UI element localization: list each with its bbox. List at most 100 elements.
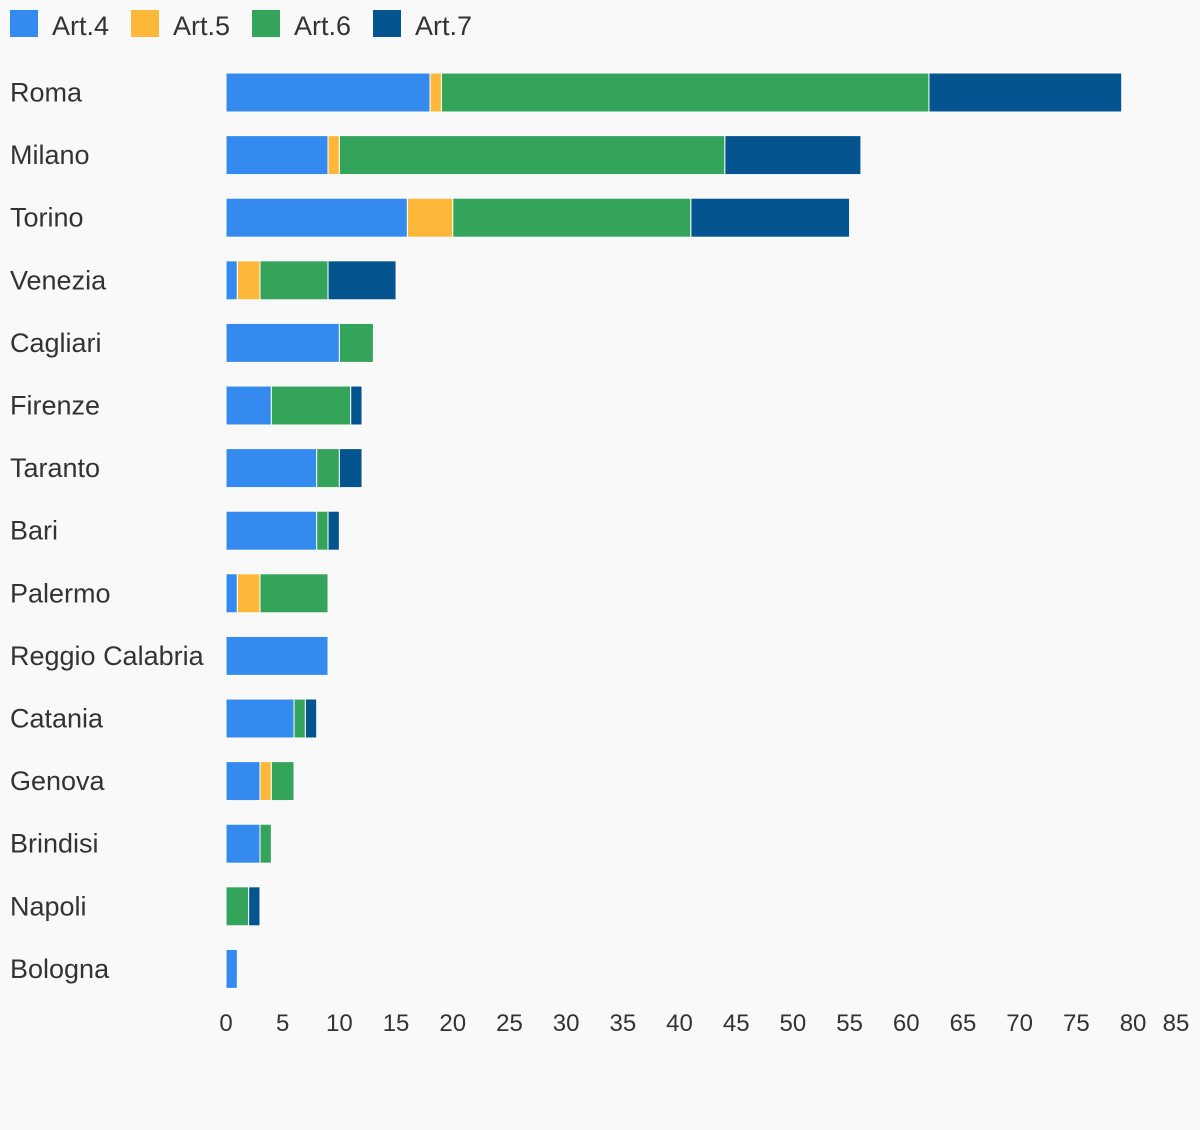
bar-segment-firenze-art-7[interactable] (350, 385, 363, 426)
x-tick-label: 0 (219, 1010, 232, 1037)
x-tick-label: 70 (1006, 1010, 1033, 1037)
category-label-venezia: Venezia (10, 265, 107, 295)
bar-segment-bologna-art-4[interactable] (225, 948, 238, 989)
bar-segment-palermo-art-4[interactable] (225, 573, 238, 614)
legend-item-art-5[interactable]: Art.5 (131, 10, 230, 41)
bar-group-palermo (225, 573, 329, 614)
legend-label-art-7: Art.7 (415, 11, 472, 41)
x-tick-label: 15 (383, 1010, 410, 1037)
bar-segment-brindisi-art-6[interactable] (259, 823, 272, 864)
x-tick-label: 75 (1063, 1010, 1090, 1037)
x-tick-label: 20 (439, 1010, 466, 1037)
bar-segment-firenze-art-6[interactable] (270, 385, 352, 426)
legend-item-art-4[interactable]: Art.4 (10, 10, 109, 41)
bar-segment-roma-art-4[interactable] (225, 72, 431, 113)
bar-segment-taranto-art-6[interactable] (316, 448, 340, 489)
bar-segment-torino-art-4[interactable] (225, 197, 408, 238)
legend-swatch-art-4 (10, 10, 38, 37)
bar-segment-venezia-art-5[interactable] (236, 260, 261, 301)
x-tick-label: 80 (1120, 1010, 1147, 1037)
category-label-bologna: Bologna (10, 954, 110, 984)
bar-group-napoli (225, 886, 261, 927)
bar-segment-napoli-art-6[interactable] (225, 886, 250, 927)
bar-segment-palermo-art-5[interactable] (236, 573, 261, 614)
x-tick-label: 40 (666, 1010, 693, 1037)
x-tick-label: 85 (1163, 1010, 1190, 1037)
bar-segment-brindisi-art-4[interactable] (225, 823, 261, 864)
x-tick-label: 55 (836, 1010, 863, 1037)
legend: Art.4 Art.5 Art.6 Art.7 (10, 10, 472, 41)
bar-segment-genova-art-4[interactable] (225, 761, 261, 802)
x-tick-label: 60 (893, 1010, 920, 1037)
bar-segment-milano-art-6[interactable] (338, 135, 726, 176)
bar-segment-bari-art-4[interactable] (225, 510, 318, 551)
bar-group-reggio-calabria (225, 635, 329, 676)
bar-group-catania (225, 698, 318, 739)
bar-segment-taranto-art-4[interactable] (225, 448, 318, 489)
x-tick-label: 5 (276, 1010, 289, 1037)
bar-segment-catania-art-4[interactable] (225, 698, 295, 739)
x-tick-label: 35 (609, 1010, 636, 1037)
bar-group-milano (225, 135, 862, 176)
bar-segment-venezia-art-4[interactable] (225, 260, 238, 301)
bar-segment-catania-art-7[interactable] (304, 698, 318, 739)
bar-segment-bari-art-7[interactable] (327, 510, 340, 551)
bar-segment-torino-art-6[interactable] (452, 197, 692, 238)
legend-label-art-5: Art.5 (173, 11, 230, 41)
category-label-taranto: Taranto (10, 453, 100, 483)
bar-segment-napoli-art-7[interactable] (248, 886, 261, 927)
bar-segment-roma-art-5[interactable] (429, 72, 442, 113)
bar-segment-cagliari-art-4[interactable] (225, 322, 340, 363)
bar-group-taranto (225, 448, 363, 489)
bar-segment-milano-art-7[interactable] (724, 135, 862, 176)
x-tick-label: 25 (496, 1010, 523, 1037)
bar-segment-cagliari-art-6[interactable] (338, 322, 374, 363)
bar-segment-milano-art-4[interactable] (225, 135, 329, 176)
bar-group-genova (225, 761, 295, 802)
x-tick-label: 45 (723, 1010, 750, 1037)
bar-segment-torino-art-5[interactable] (406, 197, 454, 238)
bar-segment-bari-art-6[interactable] (316, 510, 329, 551)
bar-segment-torino-art-7[interactable] (690, 197, 851, 238)
bar-segment-catania-art-6[interactable] (293, 698, 306, 739)
category-label-cagliari: Cagliari (10, 328, 102, 358)
legend-swatch-art-7 (373, 10, 401, 37)
category-axis: Roma Milano Torino Venezia Cagliari Firenze Ta… (10, 78, 205, 984)
bar-segment-genova-art-6[interactable] (270, 761, 295, 802)
legend-swatch-art-6 (252, 10, 280, 37)
legend-label-art-6: Art.6 (294, 11, 351, 41)
category-label-catania: Catania (10, 704, 104, 734)
bar-group-bologna (225, 948, 238, 989)
bar-group-venezia (225, 260, 397, 301)
legend-item-art-6[interactable]: Art.6 (252, 10, 351, 41)
legend-swatch-art-5 (131, 10, 159, 37)
bar-group-brindisi (225, 823, 272, 864)
bar-segment-reggio-calabria-art-4[interactable] (225, 635, 329, 676)
x-tick-label: 50 (780, 1010, 807, 1037)
bar-group-bari (225, 510, 340, 551)
bar-segment-palermo-art-6[interactable] (259, 573, 329, 614)
bar-segment-roma-art-7[interactable] (928, 72, 1123, 113)
value-axis: 0 5 10 15 20 25 30 35 40 45 50 55 60 65 70 75 80 85 (219, 1010, 1189, 1037)
category-label-genova: Genova (10, 766, 106, 796)
legend-item-art-7[interactable]: Art.7 (373, 10, 472, 41)
bar-segment-milano-art-5[interactable] (327, 135, 340, 176)
bar-segment-venezia-art-6[interactable] (259, 260, 329, 301)
category-label-roma: Roma (10, 78, 83, 108)
category-label-bari: Bari (10, 516, 58, 546)
category-label-reggio-calabria: Reggio Calabria (10, 641, 205, 671)
bar-segment-firenze-art-4[interactable] (225, 385, 272, 426)
bar-segment-venezia-art-7[interactable] (327, 260, 397, 301)
bar-segment-roma-art-6[interactable] (440, 72, 930, 113)
category-label-milano: Milano (10, 140, 90, 170)
x-tick-label: 30 (553, 1010, 580, 1037)
bar-segment-taranto-art-7[interactable] (338, 448, 363, 489)
bar-segment-genova-art-5[interactable] (259, 761, 272, 802)
bar-group-torino (225, 197, 851, 238)
x-tick-label: 65 (950, 1010, 977, 1037)
bar-group-cagliari (225, 322, 374, 363)
legend-label-art-4: Art.4 (52, 11, 109, 41)
category-label-torino: Torino (10, 203, 84, 233)
bar-group-roma (225, 72, 1123, 113)
